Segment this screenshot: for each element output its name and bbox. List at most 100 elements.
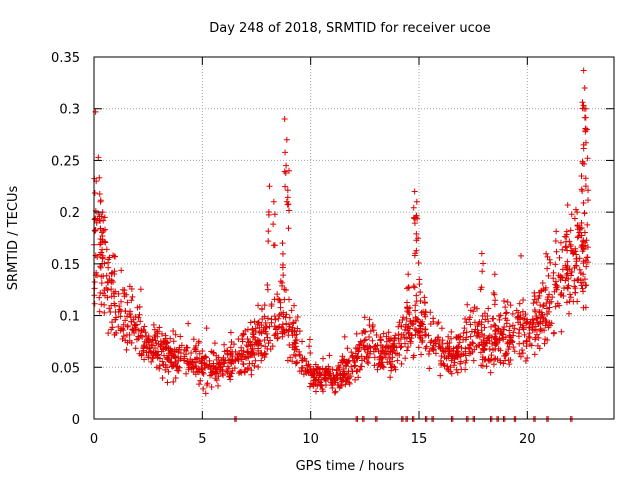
data-point xyxy=(412,302,419,309)
data-point xyxy=(481,332,488,339)
data-point xyxy=(582,282,589,289)
data-point xyxy=(535,320,542,327)
data-point xyxy=(283,320,290,327)
data-point xyxy=(478,321,485,328)
data-point xyxy=(108,286,115,293)
data-point xyxy=(581,276,588,283)
data-point xyxy=(335,366,342,373)
data-point xyxy=(539,303,546,310)
data-point xyxy=(546,256,553,263)
data-point xyxy=(500,360,507,367)
data-point xyxy=(249,360,256,367)
data-point xyxy=(513,307,520,314)
data-point xyxy=(556,254,563,261)
data-point xyxy=(580,246,587,253)
data-point xyxy=(213,377,220,384)
data-point xyxy=(361,337,368,344)
data-point xyxy=(164,355,171,362)
data-point xyxy=(307,380,314,387)
x-tick-label: 15 xyxy=(411,432,428,447)
data-point xyxy=(113,329,120,336)
data-point xyxy=(515,330,522,337)
data-point xyxy=(572,262,579,269)
data-point xyxy=(446,346,453,353)
data-point xyxy=(118,325,125,332)
data-point xyxy=(255,364,262,371)
data-point xyxy=(410,354,417,361)
data-point xyxy=(365,360,372,367)
data-point xyxy=(462,315,469,322)
data-point xyxy=(286,326,293,333)
data-point xyxy=(382,350,389,357)
data-point xyxy=(155,351,162,358)
data-point xyxy=(245,349,252,356)
data-point xyxy=(481,356,488,363)
data-point xyxy=(286,207,293,214)
data-point xyxy=(419,337,426,344)
data-point xyxy=(367,328,374,335)
data-point xyxy=(307,349,314,356)
y-tick-label: 0.3 xyxy=(59,103,80,118)
data-point xyxy=(138,328,145,335)
data-point xyxy=(380,364,387,371)
data-point xyxy=(389,349,396,356)
data-point xyxy=(538,288,545,295)
data-point xyxy=(98,280,105,287)
data-point xyxy=(516,326,523,333)
data-point xyxy=(505,346,512,353)
y-axis-label: SRMTID / TECUs xyxy=(6,186,21,291)
data-point xyxy=(552,261,559,268)
data-point xyxy=(400,314,407,321)
data-point xyxy=(413,237,420,244)
data-point xyxy=(98,301,105,308)
data-point xyxy=(412,307,419,314)
data-point xyxy=(115,323,122,330)
data-point xyxy=(264,315,271,322)
data-point xyxy=(358,363,365,370)
data-point xyxy=(292,352,299,359)
data-point xyxy=(97,264,104,271)
data-point xyxy=(228,360,235,367)
data-point xyxy=(265,238,272,245)
data-point xyxy=(581,229,588,236)
data-point xyxy=(190,369,197,376)
data-point xyxy=(248,371,255,378)
data-point xyxy=(392,366,399,373)
data-point xyxy=(575,276,582,283)
data-point xyxy=(480,337,487,344)
data-point xyxy=(571,277,578,284)
data-point xyxy=(244,365,251,372)
data-point xyxy=(265,211,272,218)
data-point xyxy=(319,386,326,393)
data-point xyxy=(585,197,592,204)
data-point xyxy=(289,324,296,331)
data-point xyxy=(532,308,539,315)
data-point xyxy=(539,320,546,327)
data-point xyxy=(349,368,356,375)
data-point xyxy=(224,348,231,355)
y-tick-label: 0.1 xyxy=(59,310,80,325)
data-point xyxy=(491,339,498,346)
data-point xyxy=(447,351,454,358)
data-point xyxy=(329,366,336,373)
data-point xyxy=(240,360,247,367)
data-point xyxy=(124,299,131,306)
data-point xyxy=(378,355,385,362)
data-point xyxy=(108,326,115,333)
data-point xyxy=(490,315,497,322)
data-point xyxy=(156,324,163,331)
x-tick-label: 20 xyxy=(519,432,536,447)
chart-title: Day 248 of 2018, SRMTID for receiver uco… xyxy=(209,21,491,36)
data-point xyxy=(215,354,222,361)
data-point xyxy=(278,310,285,317)
data-point xyxy=(400,331,407,338)
data-point xyxy=(137,286,144,293)
data-point xyxy=(416,329,423,336)
data-point xyxy=(584,155,591,162)
data-point xyxy=(162,366,169,373)
data-point xyxy=(103,272,110,279)
data-point xyxy=(146,345,153,352)
data-point xyxy=(584,259,591,266)
data-point xyxy=(421,300,428,307)
data-point xyxy=(165,368,172,375)
